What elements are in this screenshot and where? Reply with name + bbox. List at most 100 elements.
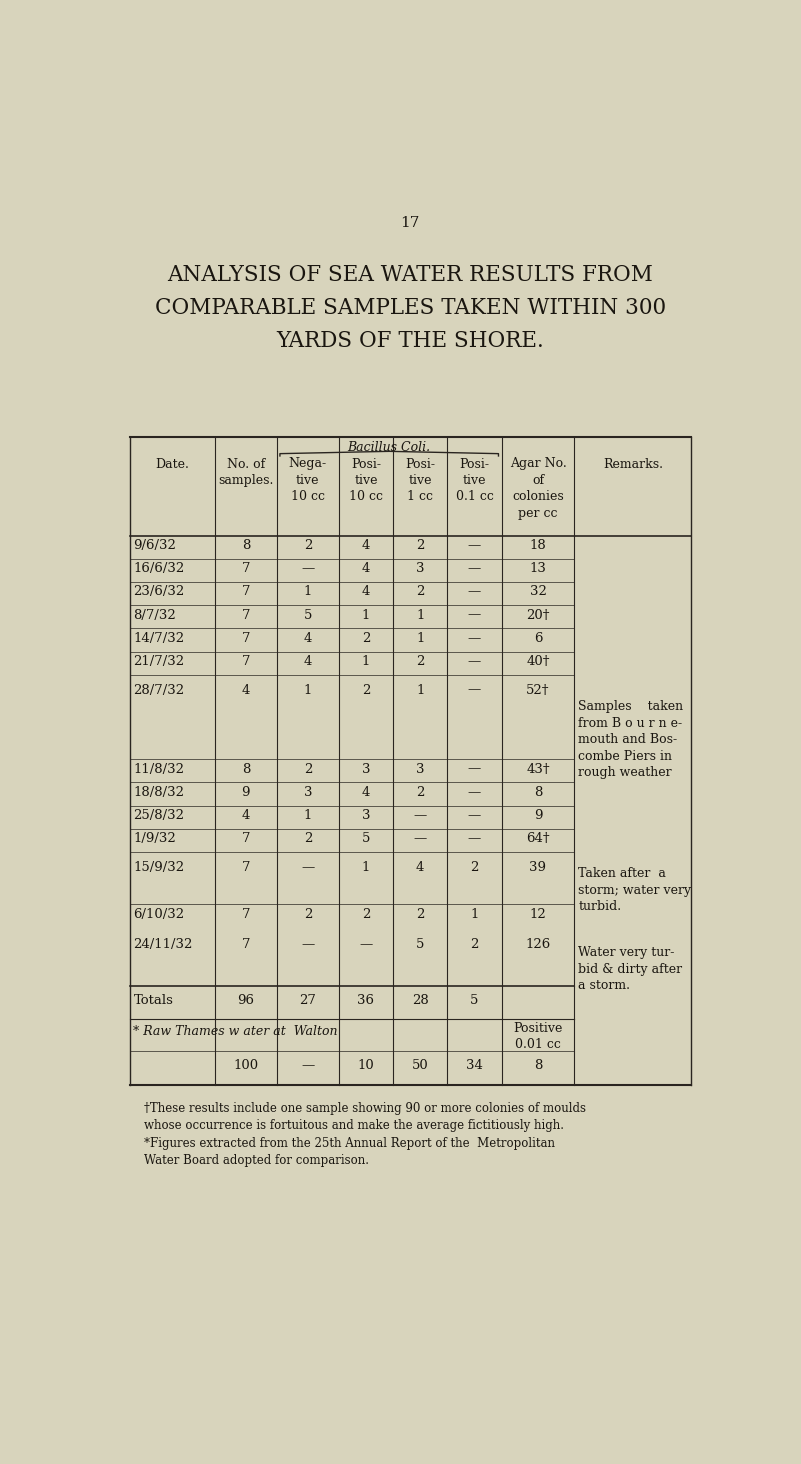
Text: 3: 3 [362,808,370,821]
Text: 2: 2 [470,937,479,950]
Text: 6: 6 [533,631,542,644]
Text: Samples    taken
from B o u r n e-
mouth and Bos-
combe Piers in
rough weather: Samples taken from B o u r n e- mouth an… [578,700,683,779]
Text: 2: 2 [362,684,370,697]
Text: 34: 34 [466,1058,483,1072]
Text: 10: 10 [357,1058,374,1072]
Text: 1: 1 [304,586,312,599]
Text: COMPARABLE SAMPLES TAKEN WITHIN 300: COMPARABLE SAMPLES TAKEN WITHIN 300 [155,297,666,319]
Text: 52†: 52† [526,684,549,697]
Text: 7: 7 [242,562,250,575]
Text: 1: 1 [416,609,425,622]
Text: 2: 2 [362,631,370,644]
Text: 8: 8 [533,786,542,799]
Text: —: — [468,832,481,845]
Text: —: — [468,654,481,668]
Text: 4: 4 [242,684,250,697]
Text: 8: 8 [533,1058,542,1072]
Text: 8/7/32: 8/7/32 [134,609,176,622]
Text: 12: 12 [529,908,546,921]
Text: 39: 39 [529,861,546,874]
Text: 7: 7 [242,631,250,644]
Text: 25/8/32: 25/8/32 [134,808,184,821]
Text: 7: 7 [242,832,250,845]
Text: —: — [468,808,481,821]
Text: 9: 9 [242,786,250,799]
Text: 64†: 64† [526,832,549,845]
Text: Totals: Totals [134,994,173,1007]
Text: —: — [468,586,481,599]
Text: 1: 1 [362,654,370,668]
Text: 2: 2 [304,908,312,921]
Text: Remarks.: Remarks. [603,457,663,470]
Text: —: — [468,684,481,697]
Text: Water very tur-
bid & dirty after
a storm.: Water very tur- bid & dirty after a stor… [578,946,682,993]
Text: 5: 5 [470,994,479,1007]
Text: 7: 7 [242,586,250,599]
Text: —: — [468,562,481,575]
Text: 7: 7 [242,937,250,950]
Text: 28/7/32: 28/7/32 [134,684,184,697]
Text: Posi-
tive
10 cc: Posi- tive 10 cc [349,457,383,504]
Text: 9/6/32: 9/6/32 [134,539,176,552]
Text: 11/8/32: 11/8/32 [134,763,184,776]
Text: 1: 1 [416,684,425,697]
Text: 4: 4 [304,631,312,644]
Text: 1/9/32: 1/9/32 [134,832,176,845]
Text: Positive
0.01 cc: Positive 0.01 cc [513,1022,562,1051]
Text: Posi-
tive
0.1 cc: Posi- tive 0.1 cc [456,457,493,504]
Text: 7: 7 [242,654,250,668]
Text: —: — [468,609,481,622]
Text: —: — [413,808,427,821]
Text: †These results include one sample showing 90 or more colonies of moulds
whose oc: †These results include one sample showin… [143,1102,586,1132]
Text: 6/10/32: 6/10/32 [134,908,184,921]
Text: 8: 8 [242,763,250,776]
Text: Taken after  a
storm; water very
turbid.: Taken after a storm; water very turbid. [578,868,691,914]
Text: 4: 4 [362,562,370,575]
Text: 2: 2 [304,763,312,776]
Text: —: — [413,832,427,845]
Text: 18/8/32: 18/8/32 [134,786,184,799]
Text: *Figures extracted from the 25th Annual Report of the  Metropolitan
Water Board : *Figures extracted from the 25th Annual … [143,1138,554,1167]
Text: 3: 3 [416,763,425,776]
Text: 24/11/32: 24/11/32 [134,937,193,950]
Text: * Raw Thames w ater at  Walton: * Raw Thames w ater at Walton [133,1025,337,1038]
Text: 1: 1 [304,684,312,697]
Text: 1: 1 [362,609,370,622]
Text: 50: 50 [412,1058,429,1072]
Text: YARDS OF THE SHORE.: YARDS OF THE SHORE. [276,331,544,353]
Text: —: — [301,861,315,874]
Text: 9: 9 [533,808,542,821]
Text: 4: 4 [362,539,370,552]
Text: —: — [360,937,372,950]
Text: Nega-
tive
10 cc: Nega- tive 10 cc [289,457,327,504]
Text: Posi-
tive
1 cc: Posi- tive 1 cc [405,457,435,504]
Text: —: — [468,786,481,799]
Text: Date.: Date. [155,457,189,470]
Text: 3: 3 [416,562,425,575]
Text: 96: 96 [237,994,255,1007]
Text: 100: 100 [233,1058,259,1072]
Text: 2: 2 [416,586,425,599]
Text: 2: 2 [416,654,425,668]
Text: 4: 4 [362,586,370,599]
Text: 2: 2 [470,861,479,874]
Text: 13: 13 [529,562,546,575]
Text: 126: 126 [525,937,550,950]
Text: Agar No.
of
colonies
per cc: Agar No. of colonies per cc [509,457,566,520]
Text: 36: 36 [357,994,374,1007]
Text: 1: 1 [416,631,425,644]
Text: 21/7/32: 21/7/32 [134,654,184,668]
Text: 17: 17 [400,215,420,230]
Text: Bacillus Coli.: Bacillus Coli. [348,441,431,454]
Text: 2: 2 [304,832,312,845]
Text: 8: 8 [242,539,250,552]
Text: 7: 7 [242,609,250,622]
Text: No. of
samples.: No. of samples. [218,457,273,488]
Text: 4: 4 [362,786,370,799]
Text: 1: 1 [470,908,479,921]
Text: 2: 2 [416,908,425,921]
Text: 40†: 40† [526,654,549,668]
Text: 1: 1 [362,861,370,874]
Text: 1: 1 [304,808,312,821]
Text: 5: 5 [416,937,425,950]
